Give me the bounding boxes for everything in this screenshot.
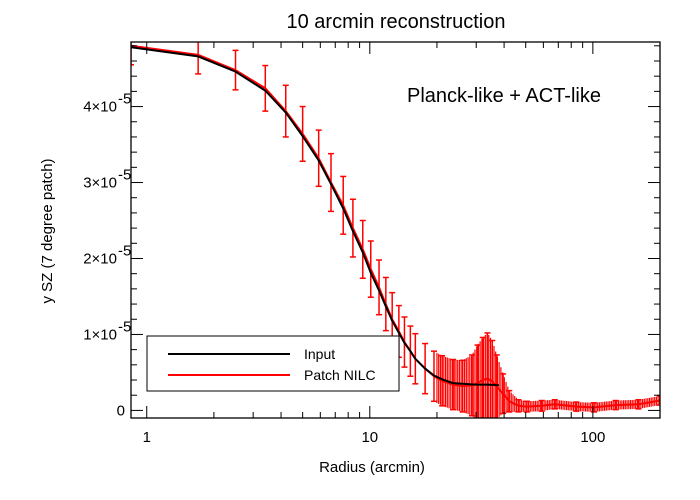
y-tick-label: 2×10 [83, 250, 117, 267]
series-group [131, 42, 660, 418]
legend-label-input: Input [304, 346, 335, 362]
y-axis-label: y SZ (7 degree patch) [39, 158, 56, 303]
y-tick-exponent: -5 [118, 318, 131, 335]
y-tick-exponent: -5 [118, 167, 131, 184]
y-tick-exponent: -5 [118, 91, 131, 108]
chart-annotation: Planck-like + ACT-like [407, 85, 601, 107]
x-tick-label: 100 [580, 429, 605, 446]
legend: Input Patch NILC [146, 335, 400, 392]
series-line-input [131, 46, 499, 387]
chart-title: 10 arcmin reconstruction [287, 11, 506, 33]
legend-label-nilc: Patch NILC [304, 367, 376, 383]
y-tick-label: 1×10 [83, 326, 117, 343]
y-tick-exponent: -5 [118, 242, 131, 259]
y-tick-label: 0 [117, 402, 125, 419]
x-axis-label: Radius (arcmin) [319, 459, 425, 476]
legend-box [146, 335, 400, 392]
y-tick-label: 4×10 [83, 99, 117, 116]
x-tick-label: 1 [143, 429, 151, 446]
x-tick-label: 10 [361, 429, 378, 446]
plot-frame [130, 41, 661, 419]
y-tick-label: 3×10 [83, 175, 117, 192]
